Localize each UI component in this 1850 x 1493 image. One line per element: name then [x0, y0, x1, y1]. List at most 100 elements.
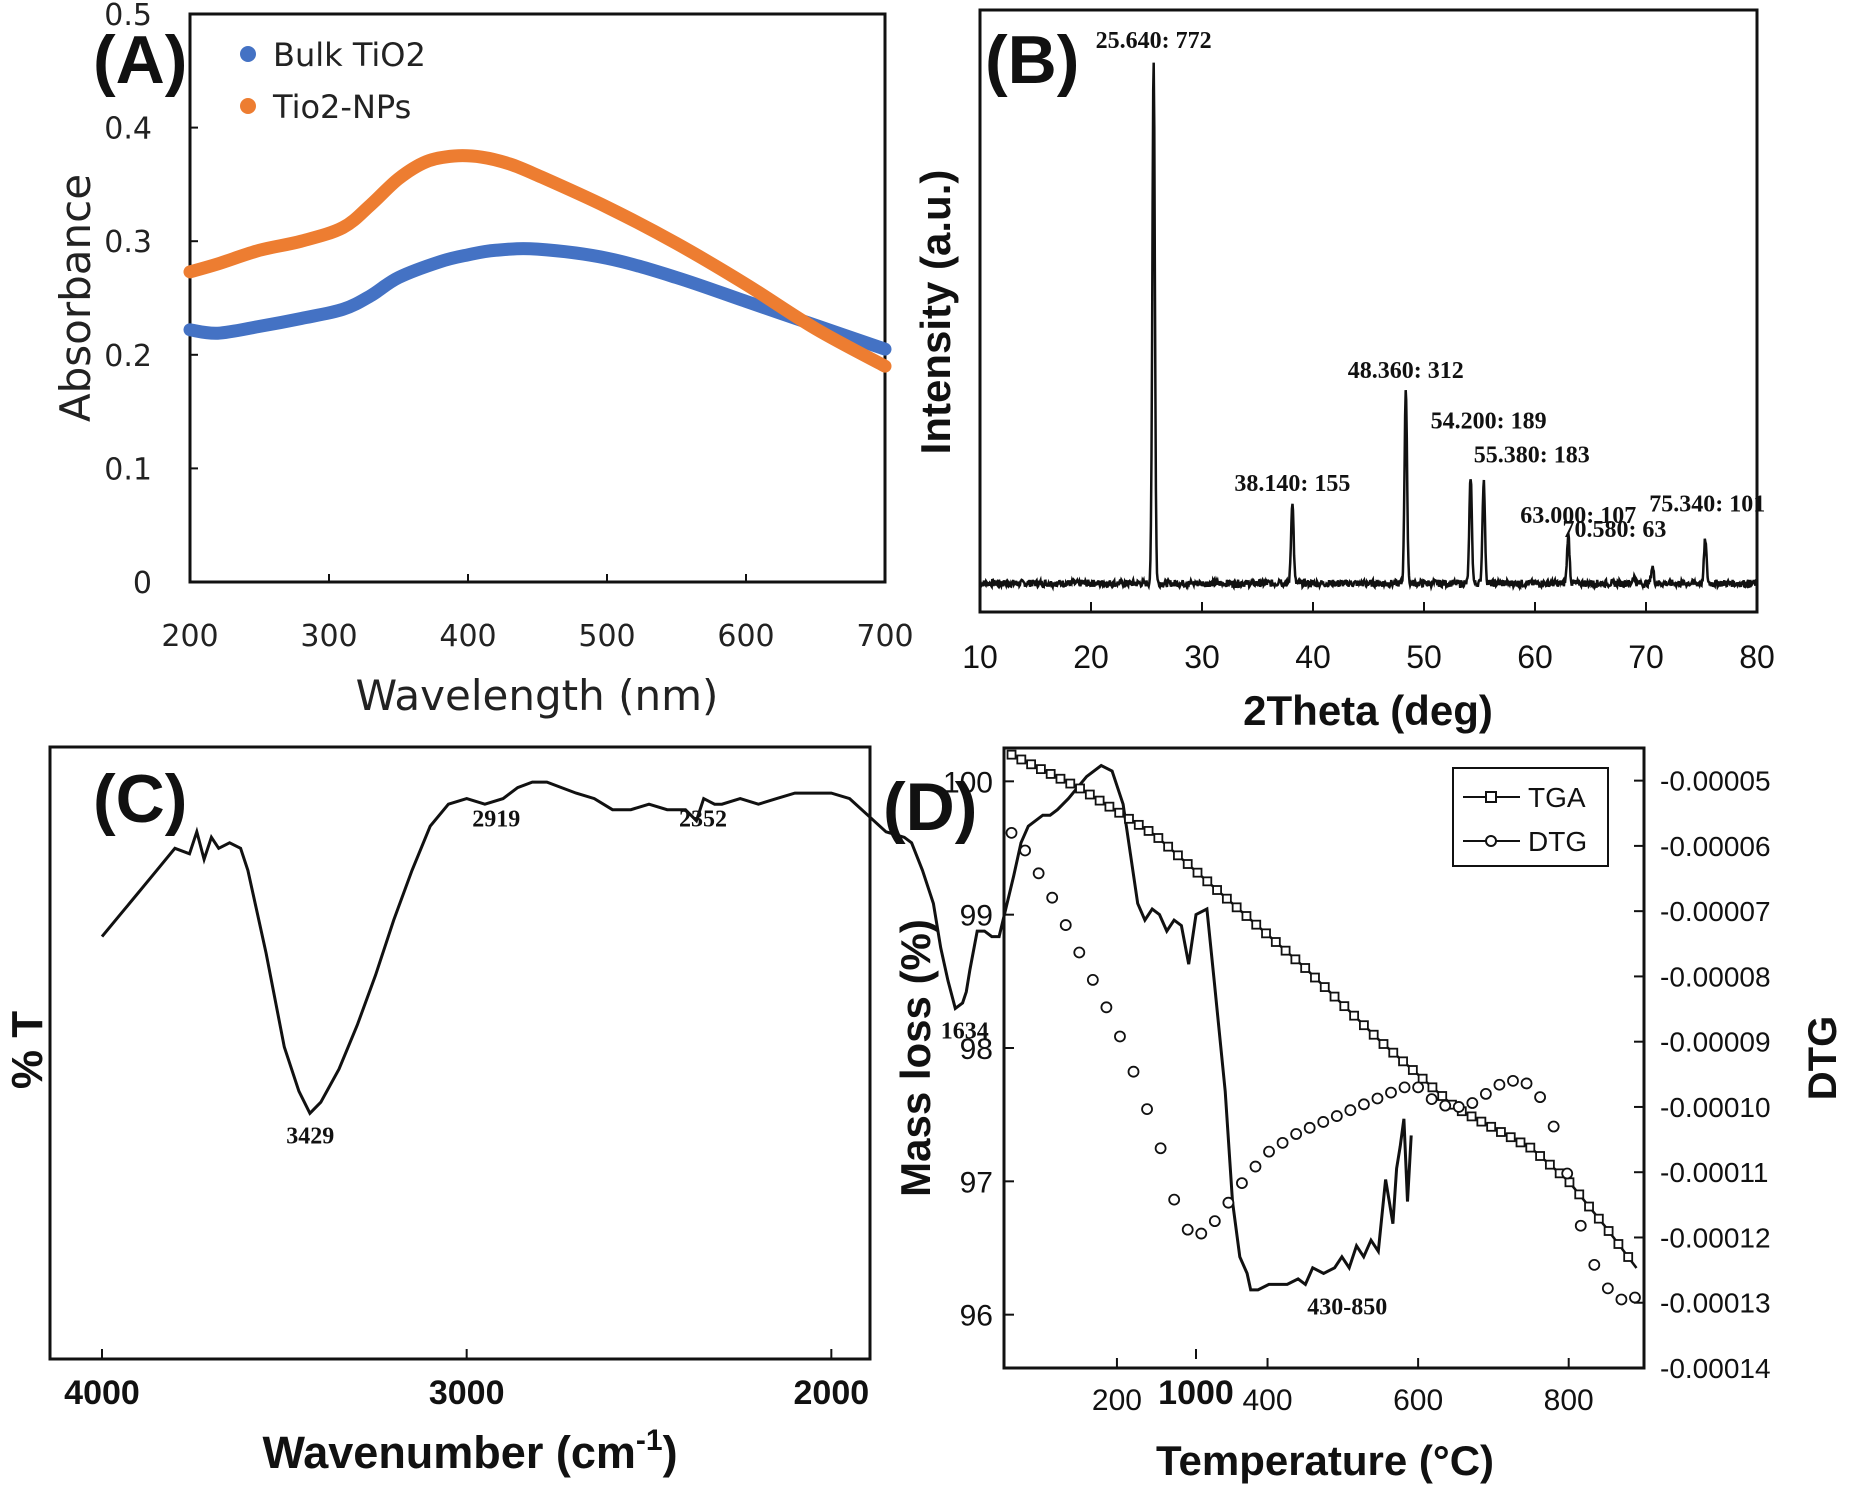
- b-xtick-label: 80: [1739, 639, 1775, 675]
- b-xtick-label: 40: [1295, 639, 1331, 675]
- panel-b-x-ticks: 10 20 30 40 50 60 70 80: [962, 602, 1775, 675]
- legend-marker-bulk: [240, 46, 256, 62]
- d-y2tick-label: -0.00011: [1660, 1157, 1768, 1188]
- series-tga-marker: [1202, 876, 1213, 887]
- legend-marker-tga: [1485, 791, 1497, 803]
- a-xtick-label: 200: [161, 619, 218, 654]
- series-tga-marker: [1339, 1001, 1350, 1012]
- series-tga-marker: [1221, 893, 1232, 904]
- series-dtg-marker: [1358, 1098, 1370, 1111]
- series-tga-marker: [1505, 1132, 1516, 1143]
- c-peak-annotation: 2919: [472, 807, 520, 833]
- series-dtg-marker: [1114, 1030, 1126, 1043]
- legend-box: [1452, 767, 1609, 867]
- series-dtg-marker: [1127, 1065, 1140, 1078]
- series-dtg-marker: [1290, 1128, 1303, 1140]
- series-dtg-marker: [1629, 1291, 1641, 1304]
- c-peak-annotation: 3429: [286, 1123, 334, 1149]
- series-dtg-marker: [1547, 1120, 1560, 1133]
- series-tga-marker: [1104, 801, 1115, 812]
- panel-b-peak-labels: 25.640: 772 38.140: 155 48.360: 312 54.200:…: [1096, 28, 1766, 543]
- series-tga-marker: [1466, 1111, 1477, 1122]
- series-tga-marker: [1359, 1020, 1369, 1031]
- d-y2tick-label: -0.00012: [1660, 1222, 1771, 1253]
- series-tga-marker: [1329, 991, 1340, 1002]
- series-dtg-marker: [1141, 1103, 1153, 1116]
- series-tga-marker: [1319, 982, 1330, 992]
- series-dtg-marker: [1303, 1121, 1316, 1134]
- a-xtick-label: 300: [300, 619, 357, 654]
- b-xtick-label: 20: [1073, 639, 1109, 675]
- series-dtg-marker: [1439, 1099, 1452, 1112]
- series-tga-marker: [1173, 850, 1183, 861]
- d-y2tick-label: -0.00007: [1660, 896, 1771, 927]
- a-xtick-label: 700: [856, 619, 913, 654]
- series-dtg-marker: [1317, 1116, 1330, 1128]
- panel-c-xlabel-main: Wavenumber (cm: [262, 1427, 635, 1478]
- series-tga-marker: [1114, 807, 1125, 818]
- series-tga-marker: [1300, 963, 1311, 973]
- series-tga-marker: [1241, 911, 1252, 921]
- series-tga-marker: [1212, 885, 1222, 895]
- series-tga-marker: [1544, 1159, 1555, 1170]
- c-peak-annotation: 2352: [679, 807, 727, 833]
- panel-c: (C) 4000 3000 2000 1000 3429 2919 2352 1634 430…: [3, 745, 1413, 1478]
- c-xtick-label: 3000: [429, 1374, 505, 1412]
- b-xtick-label: 50: [1406, 639, 1442, 675]
- panel-d-y-ticks: 96 97 98 99 100: [943, 766, 1014, 1333]
- d-ytick-label: 98: [960, 1033, 993, 1066]
- panel-b-frame: [978, 8, 1759, 614]
- series-tga-marker: [1486, 1121, 1497, 1132]
- series-dtg-marker: [1100, 1001, 1113, 1014]
- legend-marker-dtg: [1485, 835, 1497, 847]
- series-dtg-marker: [1263, 1145, 1275, 1158]
- series-tga-marker: [1182, 859, 1193, 869]
- panel-b-xlabel: 2Theta (deg): [1243, 687, 1493, 734]
- panel-b-label: (B): [985, 22, 1079, 98]
- series-tga-marker: [1084, 789, 1095, 800]
- c-xtick-label: 2000: [794, 1374, 870, 1412]
- panel-a: (A) 00.10.20.30.40.5 200 300 400 500 600 700 …: [51, 0, 914, 720]
- series-dtg-marker: [1181, 1223, 1194, 1236]
- a-xtick-label: 500: [578, 619, 635, 654]
- a-ytick-label: 0.1: [104, 452, 152, 487]
- series-tga-marker: [1437, 1091, 1448, 1101]
- panel-d-xlabel: Temperature (°C): [1156, 1437, 1494, 1484]
- panel-a-y-ticks: 0 0.1 0.2 0.3 0.4 0.5: [104, 0, 198, 601]
- panel-c-xlabel: Wavenumber (cm-1): [262, 1424, 677, 1478]
- d-ytick-label: 97: [960, 1166, 993, 1199]
- series-dtg-marker: [1615, 1293, 1628, 1306]
- b-xtick-label: 10: [962, 639, 998, 675]
- series-dtg-marker: [1493, 1078, 1506, 1091]
- series-dtg-marker: [1466, 1097, 1479, 1109]
- series-tga-marker: [1261, 928, 1271, 939]
- series-dtg-marker: [1330, 1110, 1343, 1122]
- panel-a-ylabel: Absorbance: [51, 174, 100, 422]
- panel-d-legend: TGA DTG: [1452, 767, 1609, 867]
- panel-a-label: (A): [93, 22, 187, 98]
- b-peak-label: 48.360: 312: [1348, 358, 1464, 384]
- a-xtick-label: 400: [439, 619, 496, 654]
- series-tga-marker: [1133, 819, 1144, 830]
- series-tga-marker: [1290, 954, 1301, 965]
- panel-a-x-ticks: 200 300 400 500 600 700: [161, 574, 914, 654]
- b-peak-label: 54.200: 189: [1431, 408, 1547, 434]
- series-tga-marker: [1310, 972, 1320, 983]
- panel-d-label: (D): [883, 769, 977, 845]
- series-dtg-marker: [1588, 1258, 1601, 1271]
- d-y2tick-label: -0.00014: [1660, 1353, 1771, 1384]
- series-tga-marker: [1427, 1082, 1438, 1093]
- series-dtg-marker: [1385, 1086, 1397, 1099]
- c-peak-annotation: 430-850: [1307, 1294, 1387, 1320]
- b-xtick-label: 60: [1517, 639, 1553, 675]
- panel-a-series: [183, 149, 892, 373]
- panel-b-ylabel: Intensity (a.u.): [912, 170, 959, 455]
- legend-label-nps: Tio2-NPs: [272, 88, 411, 126]
- series-tga-marker: [1515, 1137, 1526, 1148]
- series-dtg-marker: [1059, 919, 1072, 931]
- panel-d: (D) 96 97 98 99 100 -0.00005 -0.00006 -0.00007…: [883, 746, 1845, 1484]
- d-xtick-label: 400: [1242, 1384, 1292, 1417]
- series-tga-marker: [1398, 1056, 1408, 1067]
- series-dtg-marker: [1195, 1227, 1208, 1240]
